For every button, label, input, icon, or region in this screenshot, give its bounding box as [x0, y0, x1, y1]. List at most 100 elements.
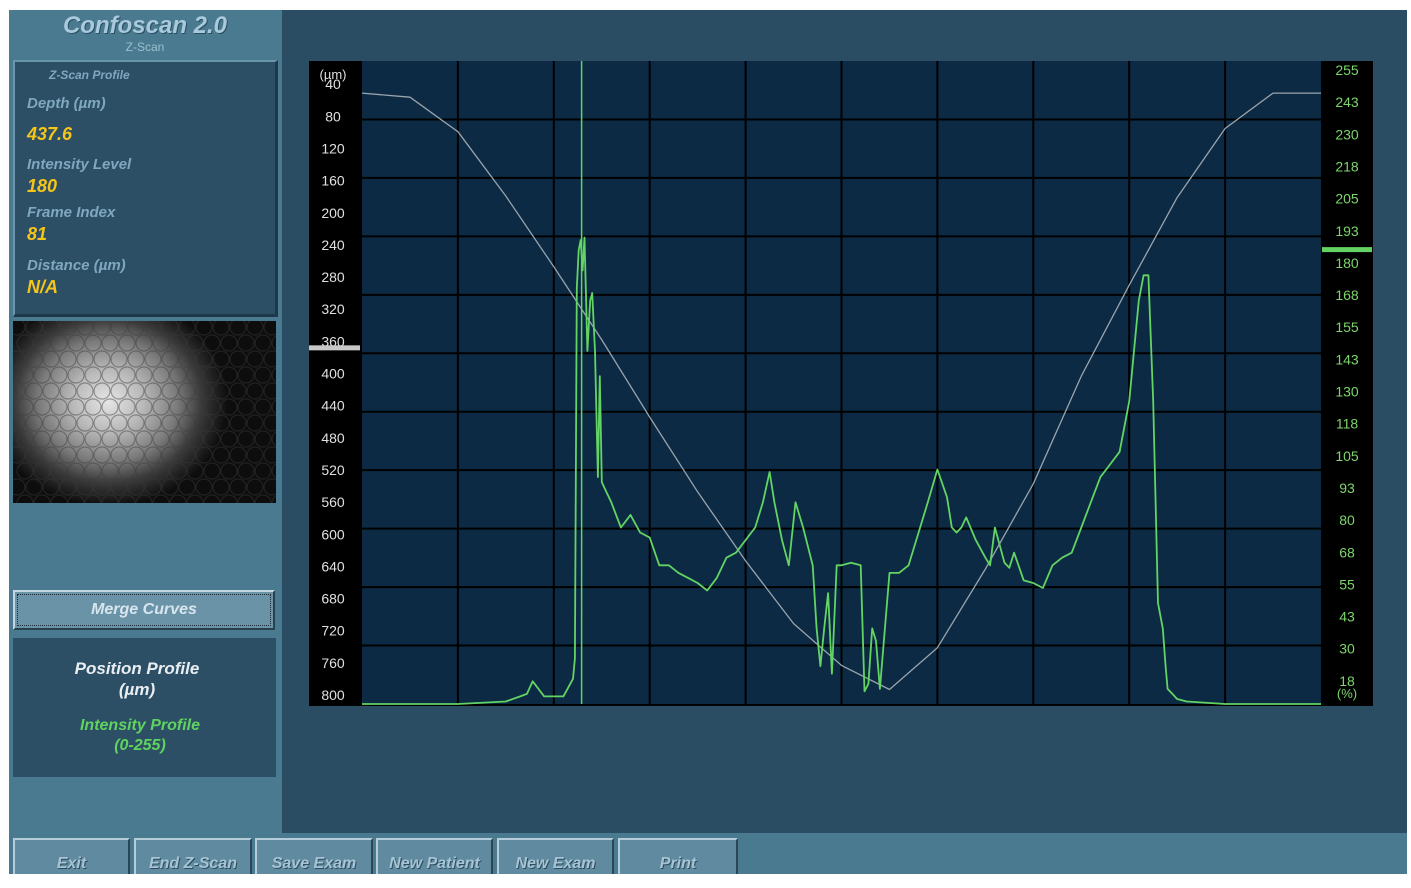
cell-outline [263, 478, 276, 496]
cell-outline [254, 334, 272, 352]
cell-outline [203, 494, 221, 503]
cell-outline [93, 478, 111, 496]
cell-outline [169, 398, 187, 416]
right-axis-tick-label: 68 [1339, 544, 1355, 560]
cell-outline [16, 462, 34, 480]
cell-outline [254, 462, 272, 480]
merge-curves-button[interactable]: Merge Curves [13, 590, 275, 630]
left-axis-tick-label: 280 [321, 269, 345, 285]
cell-outline [195, 382, 213, 400]
cell-outline [178, 478, 196, 496]
intensity-level-value: 180 [27, 176, 58, 196]
right-axis-tick-label: 105 [1335, 448, 1359, 464]
cell-outline [33, 366, 51, 384]
right-axis-tick-label: 18 [1339, 673, 1355, 689]
cell-outline [195, 321, 213, 336]
cell-outline [118, 398, 136, 416]
left-axis-tick-label: 40 [325, 76, 341, 92]
cell-outline [76, 382, 94, 400]
left-axis-tick-label: 800 [321, 687, 345, 703]
cell-outline [220, 398, 238, 416]
cell-outline [161, 446, 179, 464]
cell-outline [263, 321, 276, 336]
cell-outline [178, 382, 196, 400]
cell-outline [127, 382, 145, 400]
cell-outline [42, 446, 60, 464]
cell-outline [186, 494, 204, 503]
cell-outline [135, 462, 153, 480]
confocal-image-thumbnail[interactable] [13, 321, 276, 503]
cell-outline [13, 321, 26, 336]
cell-outline [13, 350, 26, 368]
cell-outline [203, 398, 221, 416]
cell-outline [169, 334, 187, 352]
legend-panel: Position Profile (µm) Intensity Profile … [13, 638, 276, 777]
cell-outline [220, 430, 238, 448]
left-axis-tick-label: 600 [321, 526, 345, 542]
position-profile-unit: (µm) [118, 680, 156, 699]
cell-outline [50, 334, 68, 352]
end-zscan-button[interactable]: End Z-Scan [134, 838, 252, 874]
cell-outline [42, 478, 60, 496]
cell-outline [127, 478, 145, 496]
distance-value: N/A [27, 277, 58, 297]
cell-outline [212, 321, 230, 336]
depth-value: 437.6 [27, 124, 73, 144]
cell-outline [127, 446, 145, 464]
cell-outline [33, 334, 51, 352]
cell-outline [203, 334, 221, 352]
intensity-profile-title: Intensity Profile [79, 717, 201, 734]
right-axis-tick-label: 193 [1335, 223, 1359, 239]
cell-outline [161, 382, 179, 400]
cell-outline [254, 398, 272, 416]
cell-outline [169, 430, 187, 448]
cell-outline [246, 478, 264, 496]
cell-outline [195, 414, 213, 432]
cell-outline [110, 382, 128, 400]
right-axis-tick-label: 243 [1335, 94, 1359, 110]
cell-outline [237, 334, 255, 352]
cell-outline [118, 462, 136, 480]
cell-outline [254, 494, 272, 503]
cell-outline [59, 321, 77, 336]
print-button[interactable]: Print [618, 838, 738, 874]
new-patient-button[interactable]: New Patient [376, 838, 493, 874]
cell-outline [152, 494, 170, 503]
cell-outline [254, 366, 272, 384]
cell-outline [152, 430, 170, 448]
zscan-chart[interactable]: (µm)408012016020024028032036040044048052… [309, 61, 1373, 706]
cell-outline [42, 382, 60, 400]
cell-outline [76, 478, 94, 496]
cell-outline [59, 446, 77, 464]
save-exam-button[interactable]: Save Exam [255, 838, 373, 874]
new-exam-button[interactable]: New Exam [497, 838, 614, 874]
cell-outline [263, 382, 276, 400]
left-axis-tick-label: 80 [325, 108, 341, 124]
cell-outline [144, 478, 162, 496]
chart-area: (µm) 40 80 120 160 200 240 280 320 360 400 440 480 52… [282, 10, 1407, 833]
cell-outline [76, 414, 94, 432]
endothelial-cells-pattern [13, 321, 276, 503]
cell-outline [93, 321, 111, 336]
position-profile-legend: Position Profile (µm) [13, 658, 261, 700]
exit-button[interactable]: Exit [13, 838, 130, 874]
cell-outline [84, 398, 102, 416]
cell-outline [110, 478, 128, 496]
cell-outline [33, 430, 51, 448]
cell-outline [101, 366, 119, 384]
left-axis-tick-label: 320 [321, 301, 345, 317]
right-axis-tick-label: 143 [1335, 351, 1359, 367]
cell-outline [254, 430, 272, 448]
distance-label: Distance (µm) [27, 257, 126, 274]
cell-outline [169, 494, 187, 503]
cell-outline [16, 430, 34, 448]
cell-outline [161, 414, 179, 432]
cell-outline [186, 334, 204, 352]
cell-outline [220, 462, 238, 480]
cell-outline [271, 399, 276, 415]
cell-outline [152, 366, 170, 384]
left-axis-tick-label: 240 [321, 237, 345, 253]
left-axis-tick-label: 480 [321, 430, 345, 446]
right-axis-tick-label: 230 [1335, 126, 1359, 142]
cell-outline [195, 446, 213, 464]
